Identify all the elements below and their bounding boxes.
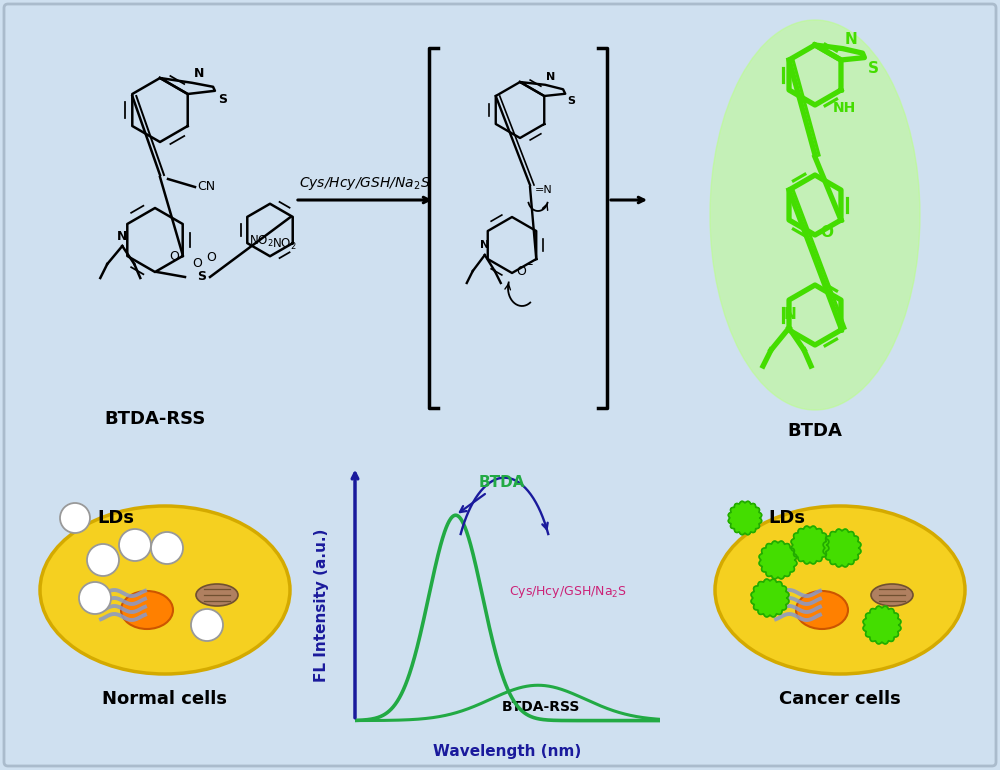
Text: Cys/Hcy/GSH/Na$_2$S: Cys/Hcy/GSH/Na$_2$S [299,175,431,192]
Polygon shape [863,606,901,644]
Ellipse shape [796,591,848,629]
Text: CN: CN [197,180,215,193]
Circle shape [79,582,111,614]
FancyBboxPatch shape [4,4,996,766]
Ellipse shape [196,584,238,606]
Circle shape [95,552,102,559]
Text: =N: =N [535,185,553,195]
Text: N: N [546,72,555,82]
Polygon shape [728,501,762,534]
Circle shape [68,511,74,517]
Text: BTDA: BTDA [460,474,525,512]
Polygon shape [751,579,789,617]
Circle shape [119,529,151,561]
Circle shape [199,617,206,624]
Text: O: O [820,225,833,240]
Text: LDs: LDs [97,509,134,527]
Circle shape [87,590,94,597]
Text: NO$_2$: NO$_2$ [272,237,297,253]
Polygon shape [791,526,829,564]
Circle shape [60,503,90,533]
Text: O: O [206,251,216,264]
Text: LDs: LDs [768,509,805,527]
Text: BTDA-RSS: BTDA-RSS [502,701,580,715]
Ellipse shape [715,506,965,674]
Text: N: N [845,32,857,47]
Text: FL Intensity (a.u.): FL Intensity (a.u.) [314,529,329,682]
Ellipse shape [871,584,913,606]
Ellipse shape [710,20,920,410]
Text: N: N [194,67,204,80]
Text: BTDA-RSS: BTDA-RSS [104,410,206,428]
Circle shape [87,544,119,576]
Text: N: N [117,230,128,243]
Circle shape [159,540,166,547]
Circle shape [191,609,223,641]
Ellipse shape [40,506,290,674]
Polygon shape [823,529,861,567]
Text: –: – [526,258,532,271]
Circle shape [151,532,183,564]
Text: NH: NH [833,101,856,115]
Text: O: O [192,257,202,270]
Text: O: O [169,250,179,263]
Text: Cancer cells: Cancer cells [779,690,901,708]
Ellipse shape [121,591,173,629]
Text: NO$_2$: NO$_2$ [249,234,274,249]
Text: S: S [197,270,206,283]
Circle shape [127,537,134,544]
Text: Cys/Hcy/GSH/Na$_2$S: Cys/Hcy/GSH/Na$_2$S [509,584,628,601]
Text: O: O [516,265,526,278]
Polygon shape [759,541,797,579]
Text: N: N [480,240,489,250]
Text: S: S [867,61,878,75]
Text: S: S [567,95,575,105]
Text: BTDA: BTDA [788,422,842,440]
Text: S: S [218,93,227,105]
Text: Normal cells: Normal cells [103,690,228,708]
Text: Wavelength (nm): Wavelength (nm) [433,744,582,759]
Text: N: N [784,307,797,322]
